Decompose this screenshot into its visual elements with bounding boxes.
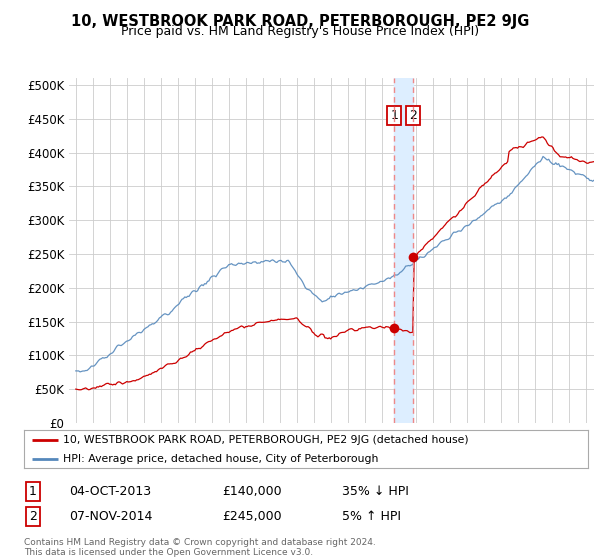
- Text: £245,000: £245,000: [222, 510, 281, 523]
- Text: 07-NOV-2014: 07-NOV-2014: [69, 510, 152, 523]
- Text: 2: 2: [409, 109, 417, 122]
- Text: HPI: Average price, detached house, City of Peterborough: HPI: Average price, detached house, City…: [64, 454, 379, 464]
- Text: 10, WESTBROOK PARK ROAD, PETERBOROUGH, PE2 9JG: 10, WESTBROOK PARK ROAD, PETERBOROUGH, P…: [71, 14, 529, 29]
- Text: 1: 1: [391, 109, 398, 122]
- Text: 35% ↓ HPI: 35% ↓ HPI: [342, 485, 409, 498]
- Bar: [394, 78, 413, 423]
- Text: 1: 1: [29, 485, 37, 498]
- Text: 04-OCT-2013: 04-OCT-2013: [69, 485, 151, 498]
- Text: Price paid vs. HM Land Registry's House Price Index (HPI): Price paid vs. HM Land Registry's House …: [121, 25, 479, 38]
- Text: 2: 2: [29, 510, 37, 523]
- Text: £140,000: £140,000: [222, 485, 281, 498]
- Text: Contains HM Land Registry data © Crown copyright and database right 2024.
This d: Contains HM Land Registry data © Crown c…: [24, 538, 376, 557]
- Text: 10, WESTBROOK PARK ROAD, PETERBOROUGH, PE2 9JG (detached house): 10, WESTBROOK PARK ROAD, PETERBOROUGH, P…: [64, 435, 469, 445]
- Text: 5% ↑ HPI: 5% ↑ HPI: [342, 510, 401, 523]
